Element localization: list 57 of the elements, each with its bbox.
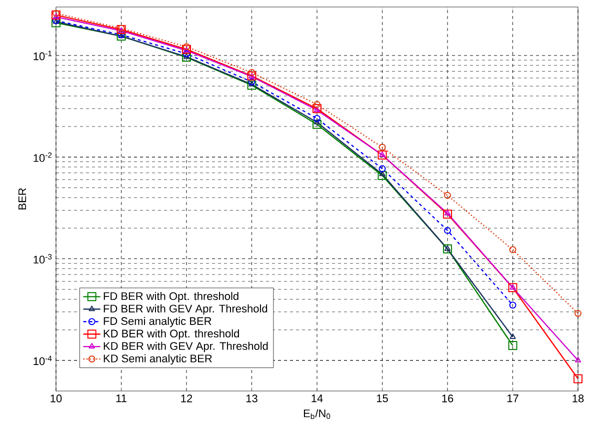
x-tick-label: 11 (116, 394, 126, 402)
point (182, 44, 191, 54)
legend-label: KD BER with GEV Apr. Threshold (104, 342, 268, 352)
legend-label: FD Semi analytic BER (104, 316, 212, 328)
point (378, 165, 386, 172)
x-tick-label: 13 (246, 394, 258, 402)
point (118, 24, 125, 32)
point (248, 78, 256, 86)
point (314, 114, 320, 122)
point (183, 53, 190, 59)
point (248, 69, 256, 76)
legend-label: KD BER with Opt. threshold (104, 329, 239, 340)
point (314, 118, 320, 124)
point (116, 32, 126, 41)
point (444, 210, 451, 216)
point (574, 310, 582, 317)
point (312, 104, 322, 114)
y-tick-label: 10$^{-1}$ (34, 50, 52, 60)
legend-label: FD BER with Opt. threshold (104, 292, 238, 302)
y-tick-label: 10$^{-4}$ (34, 356, 52, 366)
point (248, 80, 255, 86)
x-tick-label: 10 (50, 394, 62, 402)
x-tick-label: 16 (442, 394, 454, 402)
y-tick-label: 10$^{-3}$ (34, 254, 52, 264)
point (509, 246, 516, 254)
point (508, 341, 518, 350)
point (247, 80, 256, 90)
x-tick-label: 12 (181, 394, 192, 402)
point (508, 283, 518, 292)
x-tick-label: 18 (572, 394, 584, 402)
point (378, 144, 386, 151)
point (183, 47, 190, 52)
point (379, 170, 386, 176)
point (510, 284, 516, 290)
point (312, 120, 322, 129)
point (444, 192, 452, 199)
point (183, 43, 190, 50)
x-axis-title: E$_{b}$/N$_{0}$ (304, 409, 330, 420)
point (314, 106, 320, 112)
legend-label: FD BER with GEV Apr. Threshold (104, 304, 268, 315)
point (314, 100, 320, 108)
x-tick-label: 15 (376, 394, 388, 402)
point (443, 244, 452, 254)
y-tick-label: 10$^{-2}$ (34, 152, 52, 162)
point (443, 210, 452, 219)
point (574, 374, 583, 384)
legend-label: KD Semi analytic BER (104, 354, 212, 365)
x-tick-label: 17 (507, 394, 518, 402)
point (378, 170, 387, 180)
point (183, 50, 190, 58)
point (379, 151, 386, 157)
point (444, 226, 452, 234)
point (378, 150, 387, 160)
y-axis-title: BER (18, 188, 26, 210)
point (444, 245, 451, 251)
point (509, 302, 516, 309)
x-tick-label: 14 (312, 394, 323, 402)
